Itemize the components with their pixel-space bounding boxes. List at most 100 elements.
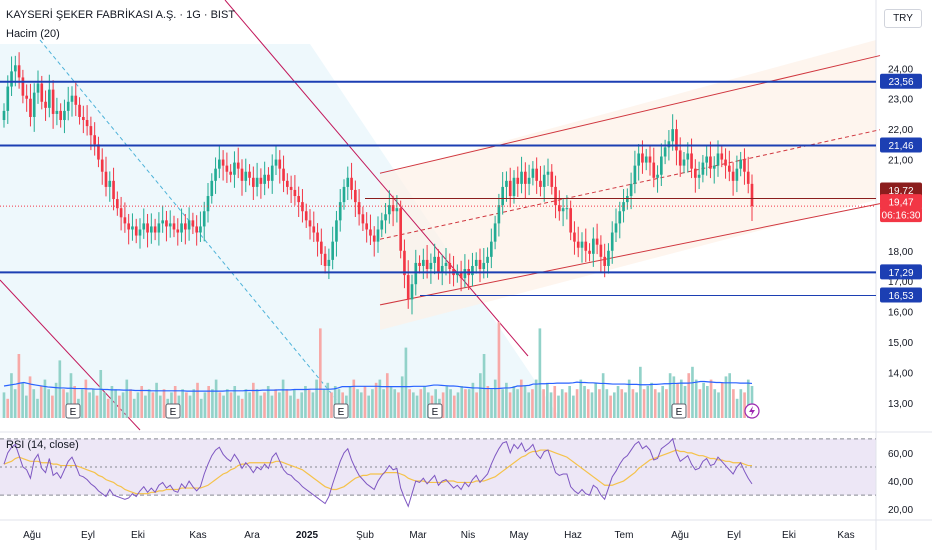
candle-body bbox=[331, 241, 334, 260]
candle-body bbox=[505, 180, 508, 187]
volume-bar bbox=[605, 389, 609, 418]
currency-button[interactable]: TRY bbox=[884, 9, 922, 28]
candle-body bbox=[82, 116, 85, 121]
rsi-legend[interactable]: RSI (14, close) bbox=[6, 439, 79, 451]
volume-bar bbox=[661, 386, 665, 418]
candle-body bbox=[221, 159, 225, 166]
candle-body bbox=[512, 177, 516, 197]
earnings-marker-label: E bbox=[170, 407, 177, 418]
candle-body bbox=[354, 189, 357, 203]
volume-bar bbox=[203, 392, 207, 418]
candle-body bbox=[456, 272, 459, 276]
volume-bar bbox=[479, 373, 482, 418]
candle-body bbox=[482, 262, 486, 270]
candle-body bbox=[720, 153, 724, 160]
volume-bar bbox=[620, 389, 624, 418]
volume-bar bbox=[549, 392, 553, 418]
volume-bar bbox=[158, 395, 162, 418]
volume-bar bbox=[263, 392, 266, 418]
candle-body bbox=[301, 202, 304, 212]
candle-body bbox=[108, 180, 112, 187]
volume-bar bbox=[248, 392, 251, 418]
volume-bar bbox=[222, 395, 225, 418]
candle-body bbox=[127, 223, 130, 230]
volume-bar bbox=[10, 373, 13, 418]
volume-bar bbox=[356, 389, 359, 418]
candle-body bbox=[565, 208, 569, 210]
candle-body bbox=[21, 77, 25, 96]
candle-body bbox=[74, 95, 78, 105]
candle-body bbox=[214, 168, 217, 181]
candle-body bbox=[739, 159, 742, 169]
volume-bar bbox=[333, 386, 337, 418]
channel-upper-line bbox=[379, 55, 881, 174]
volume-bar bbox=[25, 395, 28, 418]
price-label-box bbox=[880, 207, 922, 223]
volume-bar bbox=[471, 382, 475, 418]
volume-bar bbox=[665, 389, 668, 418]
candle-body bbox=[199, 226, 202, 233]
volume-bar bbox=[255, 389, 259, 418]
earnings-marker bbox=[65, 403, 81, 419]
time-tick-label: Haz bbox=[564, 530, 582, 541]
candle-body bbox=[150, 226, 153, 233]
candle-body bbox=[89, 126, 93, 136]
volume-bar bbox=[330, 392, 333, 418]
candle-body bbox=[312, 226, 316, 233]
time-tick-label: Eyl bbox=[81, 530, 95, 541]
price-label-text: 19,47 bbox=[888, 198, 913, 209]
earnings-marker-label: E bbox=[70, 407, 77, 418]
candle-body bbox=[731, 171, 735, 181]
volume-bar bbox=[624, 392, 627, 418]
candle-body bbox=[40, 83, 44, 102]
candle-body bbox=[10, 71, 13, 87]
candle-body bbox=[474, 259, 478, 266]
volume-bar bbox=[739, 389, 743, 418]
volume-bar bbox=[717, 392, 720, 418]
candle-body bbox=[85, 120, 89, 127]
volume-bar bbox=[557, 395, 560, 418]
volume-bar bbox=[378, 379, 382, 418]
volume-bar bbox=[650, 382, 653, 418]
volume-legend[interactable]: Hacim (20) bbox=[6, 28, 60, 40]
candle-body bbox=[667, 141, 671, 148]
candle-body bbox=[323, 253, 327, 266]
volume-bar bbox=[642, 389, 646, 418]
candle-body bbox=[384, 214, 387, 221]
candle-body bbox=[191, 220, 195, 227]
candlestick-series bbox=[2, 52, 754, 315]
volume-bar bbox=[687, 373, 691, 418]
candle-body bbox=[422, 259, 425, 266]
candle-body bbox=[561, 208, 565, 212]
volume-bar bbox=[400, 376, 404, 418]
candle-body bbox=[490, 241, 493, 257]
earnings-marker-label: E bbox=[338, 407, 345, 418]
candle-body bbox=[535, 168, 538, 181]
candle-body bbox=[746, 171, 750, 184]
volume-bar bbox=[374, 382, 378, 418]
volume-bar bbox=[639, 366, 642, 418]
symbol-title[interactable]: KAYSERİ ŞEKER FABRİKASI A.Ş. · 1G · BIST bbox=[6, 9, 236, 21]
volume-bar bbox=[207, 386, 210, 418]
volume-bar bbox=[21, 382, 24, 418]
earnings-marker bbox=[165, 403, 181, 419]
candle-body bbox=[293, 189, 297, 197]
candle-body bbox=[644, 156, 648, 163]
candle-body bbox=[626, 196, 629, 203]
candle-body bbox=[153, 226, 157, 233]
volume-bar bbox=[270, 395, 274, 418]
candle-body bbox=[248, 171, 251, 178]
candle-body bbox=[218, 159, 221, 169]
candle-body bbox=[350, 177, 353, 190]
candle-body bbox=[743, 159, 746, 172]
candle-body bbox=[486, 256, 489, 263]
volume-bar bbox=[199, 398, 203, 418]
candle-body bbox=[225, 165, 229, 172]
volume-bar bbox=[679, 379, 683, 418]
price-tick-label: 15,00 bbox=[888, 338, 913, 349]
candle-body bbox=[418, 262, 421, 266]
volume-bar bbox=[709, 379, 713, 418]
candle-body bbox=[36, 83, 40, 93]
earnings-marker bbox=[427, 403, 443, 419]
